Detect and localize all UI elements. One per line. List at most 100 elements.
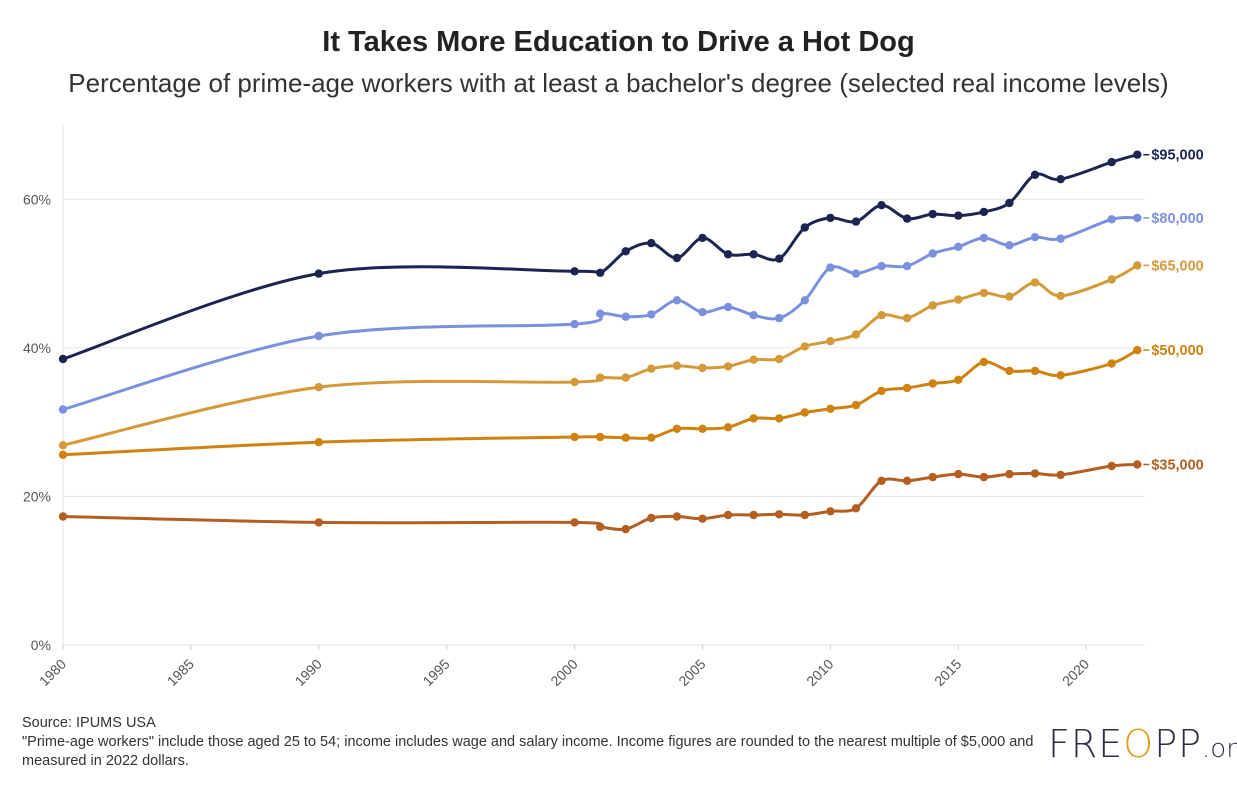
data-point <box>979 288 989 298</box>
logo-suffix: .org <box>1202 734 1237 764</box>
data-point <box>749 510 758 520</box>
data-point <box>647 433 656 442</box>
data-point <box>928 472 937 482</box>
data-point <box>723 250 733 259</box>
data-point <box>902 476 912 485</box>
data-point <box>672 253 682 263</box>
data-point <box>723 510 733 520</box>
data-point <box>1030 233 1040 242</box>
x-tick-label: 2015 <box>931 656 964 689</box>
data-point <box>749 414 758 423</box>
data-point <box>58 354 68 364</box>
data-point <box>775 510 784 519</box>
logo-mark: O <box>1123 722 1155 766</box>
freopp-logo[interactable]: FREOPP.org <box>1048 722 1237 766</box>
data-point <box>1133 150 1142 159</box>
source-note: Source: IPUMS USA <box>22 715 156 731</box>
data-point <box>775 254 784 263</box>
data-point <box>800 296 809 305</box>
data-point <box>1005 198 1014 208</box>
chart-subtitle: Percentage of prime-age workers with at … <box>68 68 1169 98</box>
data-point <box>596 268 605 277</box>
series-label: $35,000 <box>1151 457 1203 473</box>
series-label: $95,000 <box>1151 148 1203 164</box>
x-tick-label: 1995 <box>419 656 452 689</box>
data-point <box>902 383 912 393</box>
data-point <box>1056 371 1065 380</box>
logo-text-right: PP <box>1154 722 1203 766</box>
data-point <box>877 201 886 210</box>
data-point <box>1005 366 1014 376</box>
data-point <box>314 269 323 278</box>
data-point <box>672 424 682 433</box>
data-point <box>877 386 886 396</box>
data-point <box>1107 275 1116 284</box>
data-point <box>647 238 656 248</box>
data-point <box>723 362 733 371</box>
data-point <box>596 309 605 318</box>
data-point <box>979 472 989 482</box>
data-point <box>1005 292 1014 301</box>
x-tick-label: 2010 <box>803 656 836 689</box>
series-line <box>62 153 1138 361</box>
data-point <box>672 512 682 521</box>
series-label: $50,000 <box>1151 343 1203 359</box>
data-point <box>621 373 630 382</box>
data-point <box>314 331 323 341</box>
data-point <box>570 377 579 387</box>
x-tick-label: 1980 <box>36 656 69 689</box>
data-point <box>851 269 861 278</box>
data-point <box>596 432 605 442</box>
data-point <box>698 363 707 373</box>
data-point <box>979 207 989 217</box>
data-point <box>570 432 579 442</box>
data-point <box>826 507 835 516</box>
data-point <box>1056 234 1065 243</box>
data-point <box>698 233 707 243</box>
data-point <box>596 373 605 382</box>
data-point <box>58 512 68 521</box>
x-tick-label: 2005 <box>675 656 708 689</box>
data-point <box>1056 175 1065 184</box>
data-point <box>979 357 989 367</box>
data-point <box>621 433 630 442</box>
data-point <box>851 400 861 410</box>
data-point <box>800 342 809 351</box>
series-label: $65,000 <box>1151 258 1203 274</box>
data-point <box>1005 241 1014 250</box>
data-point <box>570 319 579 329</box>
grid-lines <box>62 125 1145 646</box>
data-point <box>877 476 886 485</box>
data-point <box>621 524 630 534</box>
data-point <box>647 310 656 319</box>
data-point <box>826 263 835 272</box>
data-point <box>723 302 733 312</box>
data-point <box>596 522 605 532</box>
data-point <box>58 405 68 414</box>
data-point <box>800 408 809 417</box>
data-point <box>928 209 937 219</box>
data-point <box>800 223 809 232</box>
data-point <box>314 383 323 392</box>
data-point <box>826 337 835 346</box>
data-point <box>749 250 758 259</box>
data-point <box>851 330 861 339</box>
series-label: $80,000 <box>1151 211 1203 227</box>
line-chart: 0% 20% 40% 60% 1980 1985 1990 1995 2000 2005 2010… <box>23 125 1204 689</box>
chart-footer: Source: IPUMS USA "Prime-age workers" in… <box>22 714 1052 771</box>
data-point <box>954 211 963 220</box>
data-point <box>954 375 963 384</box>
x-tick-label: 2020 <box>1059 656 1092 689</box>
data-point <box>698 308 707 317</box>
x-axis: 1980 1985 1990 1995 2000 2005 2010 2015 2020 <box>36 645 1092 689</box>
data-point <box>749 311 758 320</box>
data-point <box>314 518 323 527</box>
data-point <box>1133 261 1142 270</box>
data-point <box>672 296 682 305</box>
data-point <box>570 267 579 276</box>
data-point <box>1107 157 1116 167</box>
data-point <box>954 469 963 479</box>
x-tick-label: 1985 <box>164 656 197 689</box>
data-point <box>800 510 809 520</box>
data-point <box>1133 213 1142 223</box>
